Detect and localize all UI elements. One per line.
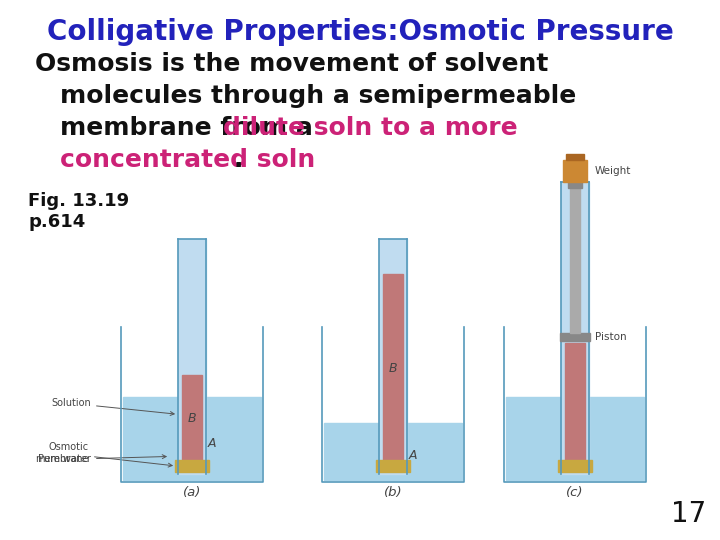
Text: Osmotic
membrane: Osmotic membrane xyxy=(35,442,172,467)
Text: membrane from a: membrane from a xyxy=(60,116,322,140)
Bar xyxy=(565,342,585,461)
Text: Solution: Solution xyxy=(51,399,174,415)
Text: dilute soln to a more: dilute soln to a more xyxy=(223,116,518,140)
Bar xyxy=(379,239,407,474)
Text: molecules through a semipermeable: molecules through a semipermeable xyxy=(60,84,576,108)
Bar xyxy=(182,375,202,461)
Bar xyxy=(506,397,644,480)
Text: (c): (c) xyxy=(566,486,584,499)
Bar xyxy=(376,460,410,472)
Text: Colligative Properties:Osmotic Pressure: Colligative Properties:Osmotic Pressure xyxy=(47,18,673,46)
Text: (b): (b) xyxy=(384,486,402,499)
Text: Weight: Weight xyxy=(595,166,631,176)
Text: .: . xyxy=(233,148,243,172)
Bar xyxy=(324,423,462,480)
Text: (a): (a) xyxy=(183,486,201,499)
Text: Osmosis is the movement of solvent: Osmosis is the movement of solvent xyxy=(35,52,549,76)
Bar xyxy=(568,182,582,188)
Text: B: B xyxy=(389,362,397,375)
Text: Fig. 13.19
p.614: Fig. 13.19 p.614 xyxy=(28,192,129,231)
Text: A: A xyxy=(208,437,216,450)
Bar xyxy=(561,182,589,474)
Bar xyxy=(558,460,592,472)
Bar xyxy=(566,154,584,160)
Text: Piston: Piston xyxy=(595,332,626,342)
Text: Pure water: Pure water xyxy=(38,455,166,464)
Text: B: B xyxy=(188,412,197,425)
Text: 17: 17 xyxy=(671,500,706,528)
Bar xyxy=(560,333,590,341)
Text: concentrated soln: concentrated soln xyxy=(60,148,315,172)
Bar xyxy=(383,274,402,461)
Bar xyxy=(175,460,209,472)
Bar xyxy=(123,397,261,480)
Bar xyxy=(570,184,580,333)
Text: A: A xyxy=(409,449,418,462)
Bar xyxy=(178,239,206,474)
Bar xyxy=(563,160,587,182)
